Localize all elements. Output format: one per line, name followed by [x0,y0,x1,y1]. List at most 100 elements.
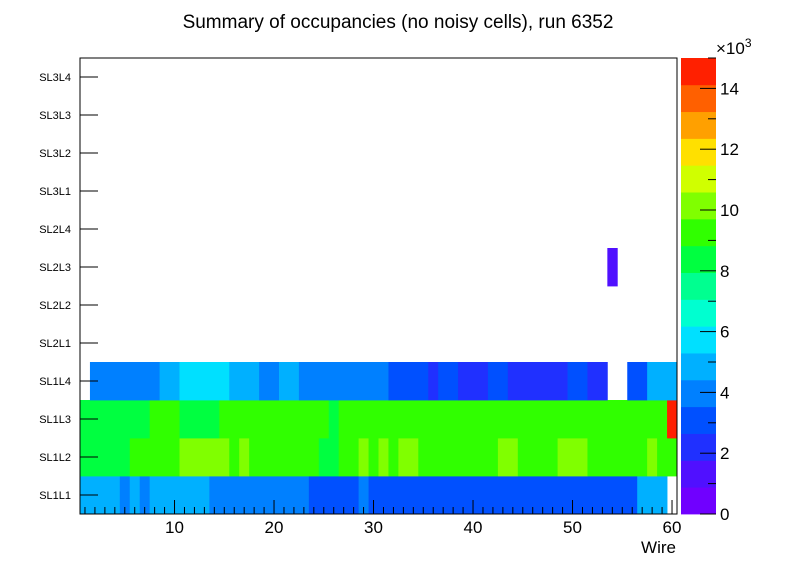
colorbar-tick-label-2: 2 [720,444,729,463]
x-axis: 10 20 30 40 50 60 [84,500,682,537]
colorbar-band-10 [681,218,716,247]
y-tick-label-sl2l4: SL2L4 [39,224,71,236]
y-tick-label-sl1l1: SL1L1 [39,490,71,502]
color-scale: 0 2 4 6 8 10 12 14 [681,57,739,524]
cell-sl1l2-wire-11-15 [179,438,230,477]
cell-sl1l4-wire-32-35 [388,362,429,401]
y-axis: SL1L1 SL1L2 SL1L3 SL1L4 SL2L1 SL2L2 SL2L3 SL2L4… [39,72,98,502]
cell-sl1l1-wire-7 [139,476,151,515]
cell-sl1l3-wire-2-7 [89,400,151,439]
cell-sl1l3-wire-43-44 [497,400,519,439]
cell-sl1l3-wire-8-10 [149,400,180,439]
cell-sl1l2-wire-6-10 [129,438,180,477]
colorbar-band-6 [681,326,716,354]
colorbar-tick-label-0: 0 [720,505,729,524]
chart-title: Summary of occupancies (no noisy cells),… [183,12,614,33]
x-axis-label: Wire [641,538,676,557]
cell-sl1l1-wire-14-23 [209,476,310,515]
colorbar-tick-label-12: 12 [720,140,739,159]
colorbar-band-9 [681,245,716,273]
colorbar-tick-label-10: 10 [720,201,739,220]
cell-sl1l2-wire-29 [358,438,369,477]
cell-sl1l3-wire-26 [328,400,340,439]
colorbar-band-1 [681,460,716,488]
colorbar-band-7 [681,299,716,327]
x-tick-label-30: 30 [364,518,383,537]
cell-sl1l1-wire-29 [358,476,369,515]
cell-sl1l2-wire-17 [239,438,250,477]
y-tick-label-sl3l2: SL3L2 [39,148,71,160]
cell-sl1l4-wire-21-22 [279,362,300,401]
colorbar-exponent: ×103 [716,36,752,58]
x-tick-label-10: 10 [165,518,184,537]
cell-sl1l4-wire-58-60 [647,362,678,401]
y-tick-label-sl2l2: SL2L2 [39,300,71,312]
y-tick-label-sl2l3: SL2L3 [39,262,71,274]
cell-sl1l2-wire-35-42 [418,438,499,477]
cell-sl1l1-wire-5 [119,476,131,515]
cell-sl1l2-wire-27-28 [338,438,359,477]
cell-sl1l2-wire-52-57 [587,438,648,477]
cell-sl1l2-wire-31 [378,438,389,477]
colorbar-tick-label-4: 4 [720,383,729,402]
colorbar-band-2 [681,433,716,461]
x-tick-label-40: 40 [464,518,483,537]
heatmap-cells [80,248,678,515]
cell-sl1l3-wire-17-24 [239,400,320,439]
cell-sl1l4-wire-42-43 [487,362,509,401]
cell-sl1l4-wire-9-10 [159,362,180,401]
cell-sl1l3-wire-25 [318,400,330,439]
cell-sl1l4-wire-16-18 [229,362,260,401]
cell-sl1l4-wire-36 [428,362,439,401]
colorbar-band-15 [681,84,716,113]
y-tick-label-sl3l3: SL3L3 [39,110,71,122]
cell-sl1l2-wire-45-48 [517,438,558,477]
cell-sl1l2-wire-43-44 [497,438,519,477]
x-tick-label-20: 20 [265,518,284,537]
colorbar-exponent-power: 3 [745,36,752,50]
cell-sl1l2-wire-59-60 [657,438,678,477]
cell-sl1l4-wire-37-38 [438,362,459,401]
cell-sl1l3-wire-27 [338,400,350,439]
colorbar-tick-label-6: 6 [720,323,729,342]
plot-frame [79,57,678,515]
colorbar-exponent-prefix: ×10 [716,39,745,58]
cell-sl1l2-wire-49-51 [557,438,588,477]
cell-sl1l2-wire-18-24 [249,438,320,477]
colorbar-tick-label-14: 14 [720,79,739,98]
colorbar-tick-label-8: 8 [720,262,729,281]
cell-sl1l4-wire-11-15 [179,362,230,401]
cell-sl1l1-wire-8-13 [149,476,210,515]
cell-sl1l4-wire-39-41 [458,362,489,401]
colorbar-band-13 [681,138,716,166]
cell-sl2l3-wire-54 [607,248,618,287]
y-tick-label-sl1l4: SL1L4 [39,376,71,388]
cell-sl1l4-wire-2-8 [89,362,160,401]
y-tick-label-sl3l1: SL3L1 [39,186,71,198]
colorbar-band-4 [681,379,716,408]
cell-sl1l3-wire-60 [667,400,678,439]
cell-sl1l3-wire-11-14 [179,400,220,439]
cell-sl1l2-wire-33-34 [398,438,419,477]
colorbar-band-3 [681,406,716,434]
cell-sl1l4-wire-52-53 [587,362,608,401]
cell-sl1l3-wire-15-16 [219,400,240,439]
y-tick-label-sl1l3: SL1L3 [39,414,71,426]
cell-sl1l2-wire-32 [388,438,399,477]
colorbar-band-12 [681,165,716,193]
cell-sl1l3-wire-45-59 [517,400,668,439]
cell-sl1l2-wire-30 [368,438,379,477]
y-tick-label-sl3l4: SL3L4 [39,72,71,84]
colorbar-band-14 [681,111,716,139]
cell-sl1l1-wire-6 [129,476,141,515]
y-tick-label-sl1l2: SL1L2 [39,452,71,464]
cell-sl1l4-wire-44-49 [507,362,568,401]
colorbar-band-5 [681,353,716,381]
cell-sl1l4-wire-56-57 [627,362,648,401]
x-tick-label-60: 60 [663,518,682,537]
colorbar-band-0 [681,487,716,515]
cell-sl1l4-wire-50-51 [567,362,588,401]
cell-sl1l4-wire-23-31 [298,362,389,401]
cell-sl1l4-wire-19-20 [259,362,280,401]
